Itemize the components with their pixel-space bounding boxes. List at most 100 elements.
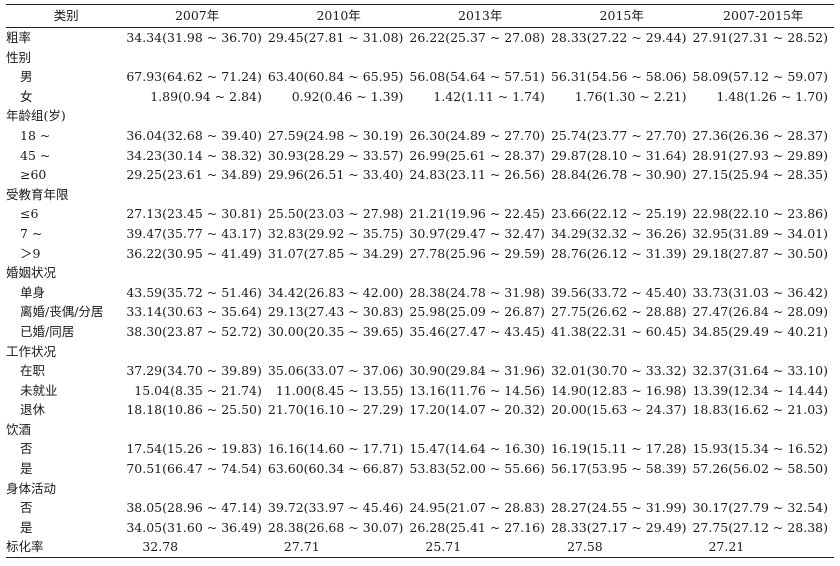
value-cell (126, 420, 268, 440)
subcategory-label: 未就业 (20, 382, 58, 398)
header-2007-2015: 2007-2015年 (723, 8, 804, 24)
table-row: 否 17.54(15.26 ~ 19.83) 16.16(14.60 ~ 17.71… (6, 439, 834, 459)
header-2010: 2010年 (316, 8, 361, 24)
subcategory-label: 退休 (20, 402, 46, 418)
value-cell: 16.16(14.60 ~ 17.71) (267, 441, 404, 457)
category-label: 性别 (6, 49, 32, 65)
value-cell: 27.75(26.62 ~ 28.88) (550, 304, 687, 320)
value-cell (551, 263, 693, 283)
category-label: 工作状况 (6, 343, 57, 359)
value-cell: 14.90(12.83 ~ 16.98) (550, 382, 687, 398)
subcategory-label: 在职 (20, 363, 46, 379)
subcategory-label: 是 (20, 519, 33, 535)
value-cell: 18.83(16.62 ~ 21.03) (692, 402, 828, 418)
value-cell: 28.38(26.68 ~ 30.07) (267, 519, 404, 535)
value-cell: 32.83(29.92 ~ 35.75) (267, 225, 404, 241)
value-cell (409, 48, 551, 68)
value-cell: 32.95(31.89 ~ 34.01) (692, 225, 828, 241)
value-cell (126, 48, 268, 68)
value-cell (551, 106, 693, 126)
value-cell: 53.83(52.00 ~ 55.66) (409, 461, 545, 477)
value-cell: 1.48(1.26 ~ 1.70) (716, 88, 828, 104)
value-cell (409, 185, 551, 205)
value-cell (268, 342, 410, 362)
value-cell: 18.18(10.86 ~ 25.50) (126, 402, 262, 418)
table-row: 标化率 32.78 27.71 25.71 27.58 27.21 (6, 537, 834, 558)
table-row: 单身 43.59(35.72 ~ 51.46) 34.42(26.83 ~ 42.0… (6, 283, 834, 303)
subcategory-label: 已婚/同居 (20, 323, 75, 339)
value-cell: 27.78(25.96 ~ 29.59) (409, 245, 545, 261)
value-cell: 13.16(11.76 ~ 14.56) (409, 382, 545, 398)
category-label: 饮酒 (6, 421, 32, 437)
table-row: 离婚/丧偶/分居 33.14(30.63 ~ 35.64) 29.13(27.43 … (6, 302, 834, 322)
value-cell: 30.90(29.84 ~ 31.96) (409, 363, 545, 379)
value-cell: 29.96(26.51 ~ 33.40) (267, 167, 404, 183)
value-cell: 56.17(53.95 ~ 58.39) (550, 461, 687, 477)
subcategory-label: 单身 (20, 284, 46, 300)
table-row: 婚姻状况 (6, 263, 834, 283)
value-cell: 39.56(33.72 ~ 45.40) (550, 284, 687, 300)
subcategory-label: 否 (20, 500, 33, 516)
table-row: 退休 18.18(10.86 ~ 25.50) 21.70(16.10 ~ 27.2… (6, 400, 834, 420)
value-cell: 26.22(25.37 ~ 27.08) (409, 30, 545, 45)
table-row: 在职 37.29(34.70 ~ 39.89) 35.06(33.07 ~ 37.0… (6, 361, 834, 381)
value-cell: 58.09(57.12 ~ 59.07) (692, 69, 828, 85)
value-cell: 27.59(24.98 ~ 30.19) (267, 127, 404, 143)
value-cell (126, 185, 268, 205)
table-row: 男 67.93(64.62 ~ 71.24) 63.40(60.84 ~ 65.95… (6, 67, 834, 87)
category-label: 标化率 (6, 539, 44, 555)
value-cell: 38.05(28.96 ~ 47.14) (126, 500, 262, 516)
value-cell: 29.45(27.81 ~ 31.08) (267, 30, 404, 45)
value-cell: 56.08(54.64 ~ 57.51) (409, 69, 545, 85)
table-row: 年龄组(岁) (6, 106, 834, 126)
value-cell: 38.30(23.87 ~ 52.72) (126, 323, 262, 339)
value-cell (268, 106, 410, 126)
value-cell: 43.59(35.72 ~ 51.46) (126, 284, 262, 300)
value-cell: 27.47(26.84 ~ 28.09) (692, 304, 828, 320)
value-cell: 15.47(14.64 ~ 16.30) (409, 441, 545, 457)
value-cell: 26.28(25.41 ~ 27.16) (409, 519, 545, 535)
table-row: 否 38.05(28.96 ~ 47.14) 39.72(33.97 ~ 45.46… (6, 498, 834, 518)
value-cell: 67.93(64.62 ~ 71.24) (126, 69, 262, 85)
value-cell: 15.93(15.34 ~ 16.52) (692, 441, 828, 457)
value-cell: 28.27(24.55 ~ 31.99) (550, 500, 687, 516)
table-row: 粗率 34.34(31.98 ~ 36.70) 29.45(27.81 ~ 31.0… (6, 28, 834, 48)
value-cell: 28.33(27.17 ~ 29.49) (550, 519, 687, 535)
table-row: 未就业 15.04(8.35 ~ 21.74) 11.00(8.45 ~ 13.55… (6, 381, 834, 401)
value-cell: 27.75(27.12 ~ 28.38) (692, 519, 828, 535)
table-row: 是 34.05(31.60 ~ 36.49) 28.38(26.68 ~ 30.07… (6, 518, 834, 538)
subcategory-label: ＞9 (20, 245, 41, 261)
value-cell: 39.47(35.77 ~ 43.17) (126, 225, 262, 241)
value-cell: 34.29(32.32 ~ 36.26) (550, 225, 687, 241)
value-cell: 27.15(25.94 ~ 28.35) (692, 167, 828, 183)
value-cell: 57.26(56.02 ~ 58.50) (692, 461, 828, 477)
table-row: 是 70.51(66.47 ~ 74.54) 63.60(60.34 ~ 66.87… (6, 459, 834, 479)
value-cell: 1.42(1.11 ~ 1.74) (433, 88, 545, 104)
value-cell (268, 263, 410, 283)
value-cell: 28.76(26.12 ~ 31.39) (550, 245, 687, 261)
value-cell: 25.71 (425, 539, 462, 555)
subcategory-label: 是 (20, 461, 33, 477)
category-label: 受教育年限 (6, 186, 69, 202)
value-cell: 28.91(27.93 ~ 29.89) (692, 147, 828, 163)
value-cell (692, 342, 834, 362)
value-cell (409, 263, 551, 283)
subcategory-label: 否 (20, 441, 33, 457)
value-cell: 32.78 (142, 539, 179, 555)
header-2015: 2015年 (599, 8, 644, 24)
value-cell: 56.31(54.56 ~ 58.06) (550, 69, 687, 85)
table-row: 身体活动 (6, 479, 834, 499)
value-cell: 17.54(15.26 ~ 19.83) (126, 441, 262, 457)
value-cell (551, 48, 693, 68)
table-row: 饮酒 (6, 420, 834, 440)
subcategory-label: 7 ~ (20, 225, 43, 241)
value-cell (692, 479, 834, 499)
value-cell: 34.42(26.83 ~ 42.00) (267, 284, 404, 300)
category-label: 年龄组(岁) (6, 108, 66, 124)
subcategory-label: 男 (20, 69, 33, 85)
value-cell: 26.30(24.89 ~ 27.70) (409, 127, 545, 143)
value-cell: 39.72(33.97 ~ 45.46) (267, 500, 404, 516)
value-cell: 32.01(30.70 ~ 33.32) (550, 363, 687, 379)
value-cell: 13.39(12.34 ~ 14.44) (692, 382, 828, 398)
value-cell: 33.73(31.03 ~ 36.42) (692, 284, 828, 300)
